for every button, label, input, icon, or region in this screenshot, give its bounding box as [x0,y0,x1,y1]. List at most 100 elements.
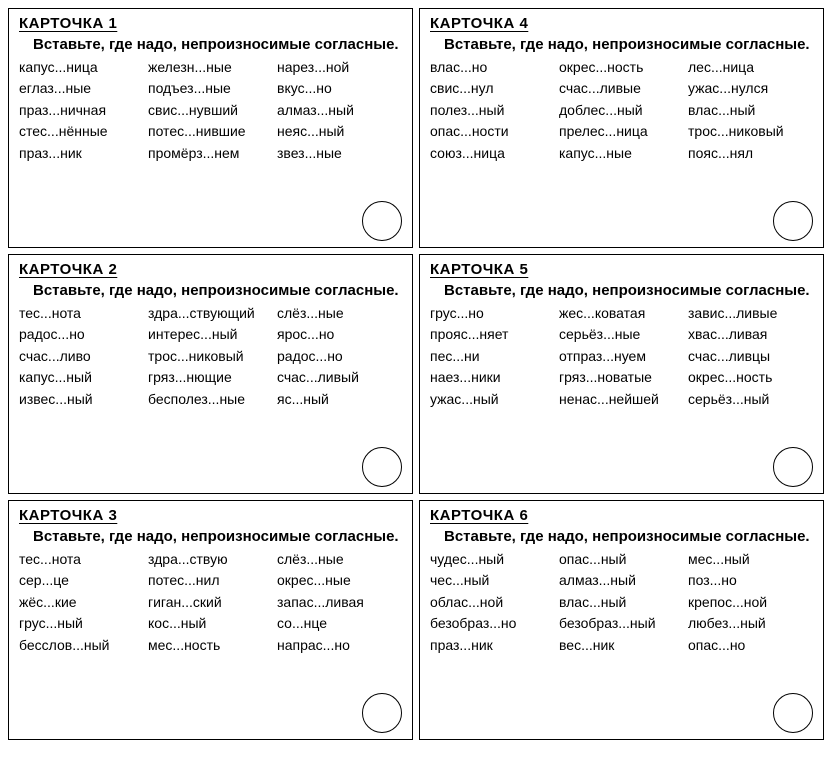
instruction-text: Вставьте, где надо, непроизносимые согла… [19,36,402,55]
word: вкус...но [277,80,402,98]
word: завис...ливые [688,305,813,323]
word: праз...ник [430,637,555,655]
word: счас...ливо [19,348,144,366]
instruction-text: Вставьте, где надо, непроизносимые согла… [19,282,402,301]
word: хвас...ливая [688,326,813,344]
word: стес...нённые [19,123,144,141]
words-grid: чудес...ный опас...ный мес...ный чес...н… [430,551,813,655]
word: напрас...но [277,637,402,655]
words-grid: тес...нота здра...ствую слёз...ные сер..… [19,551,402,655]
score-circle-icon [362,447,402,487]
word: грус...ный [19,615,144,633]
word: подъез...ные [148,80,273,98]
word: запас...ливая [277,594,402,612]
card-title: КАРТОЧКА 4 [430,15,813,32]
word: наез...ники [430,369,555,387]
word: влас...ный [559,594,684,612]
word: яс...ный [277,391,402,409]
words-grid: капус...ница железн...ные нарез...ной ег… [19,59,402,163]
word: пес...ни [430,348,555,366]
word: окрес...ность [559,59,684,77]
word: серьёз...ный [688,391,813,409]
word: потес...нившие [148,123,273,141]
word: ярос...но [277,326,402,344]
card-1: КАРТОЧКА 1 Вставьте, где надо, непроизно… [8,8,413,248]
word: гиган...ский [148,594,273,612]
word: здра...ствующий [148,305,273,323]
word: серьёз...ные [559,326,684,344]
score-circle-icon [773,447,813,487]
card-title: КАРТОЧКА 5 [430,261,813,278]
word: безобраз...но [430,615,555,633]
word: сер...це [19,572,144,590]
word: еглаз...ные [19,80,144,98]
word: окрес...ность [688,369,813,387]
word: опас...ный [559,551,684,569]
word: опас...но [688,637,813,655]
word: неяс...ный [277,123,402,141]
word: праз...ник [19,145,144,163]
word: поз...но [688,572,813,590]
score-circle-icon [362,693,402,733]
instruction-text: Вставьте, где надо, непроизносимые согла… [430,528,813,547]
card-6: КАРТОЧКА 6 Вставьте, где надо, непроизно… [419,500,824,740]
word: ненас...нейшей [559,391,684,409]
instruction-text: Вставьте, где надо, непроизносимые согла… [19,528,402,547]
word: крепос...ной [688,594,813,612]
words-grid: грус...но жес...коватая завис...ливые пр… [430,305,813,409]
word: счас...ливцы [688,348,813,366]
word: влас...ный [688,102,813,120]
word: алмаз...ный [559,572,684,590]
word: счас...ливый [277,369,402,387]
word: ужас...нулся [688,80,813,98]
words-grid: влас...но окрес...ность лес...ница свис.… [430,59,813,163]
word: потес...нил [148,572,273,590]
word: тес...нота [19,305,144,323]
word: праз...ничная [19,102,144,120]
word: облас...ной [430,594,555,612]
word: ужас...ный [430,391,555,409]
card-2: КАРТОЧКА 2 Вставьте, где надо, непроизно… [8,254,413,494]
word: прояс...няет [430,326,555,344]
word: прелес...ница [559,123,684,141]
word: трос...никовый [688,123,813,141]
word: гряз...нющие [148,369,273,387]
word: счас...ливые [559,80,684,98]
word: гряз...новатые [559,369,684,387]
word: кос...ный [148,615,273,633]
word: свис...нувший [148,102,273,120]
word: тес...нота [19,551,144,569]
instruction-text: Вставьте, где надо, непроизносимые согла… [430,282,813,301]
word: опас...ности [430,123,555,141]
word: любез...ный [688,615,813,633]
word: капус...ные [559,145,684,163]
word: лес...ница [688,59,813,77]
word: жес...коватая [559,305,684,323]
word: мес...ный [688,551,813,569]
word: доблес...ный [559,102,684,120]
word: чудес...ный [430,551,555,569]
word: союз...ница [430,145,555,163]
card-4: КАРТОЧКА 4 Вставьте, где надо, непроизно… [419,8,824,248]
cards-grid: КАРТОЧКА 1 Вставьте, где надо, непроизно… [8,8,824,740]
word: бесслов...ный [19,637,144,655]
word: жёс...кие [19,594,144,612]
word: железн...ные [148,59,273,77]
score-circle-icon [773,693,813,733]
word: извес...ный [19,391,144,409]
word: полез...ный [430,102,555,120]
word: радос...но [19,326,144,344]
word: капус...ный [19,369,144,387]
card-title: КАРТОЧКА 6 [430,507,813,524]
word: бесполез...ные [148,391,273,409]
word: вес...ник [559,637,684,655]
score-circle-icon [773,201,813,241]
word: промёрз...нем [148,145,273,163]
card-title: КАРТОЧКА 1 [19,15,402,32]
word: пояс...нял [688,145,813,163]
word: звез...ные [277,145,402,163]
word: чес...ный [430,572,555,590]
word: со...нце [277,615,402,633]
word: окрес...ные [277,572,402,590]
word: мес...ность [148,637,273,655]
